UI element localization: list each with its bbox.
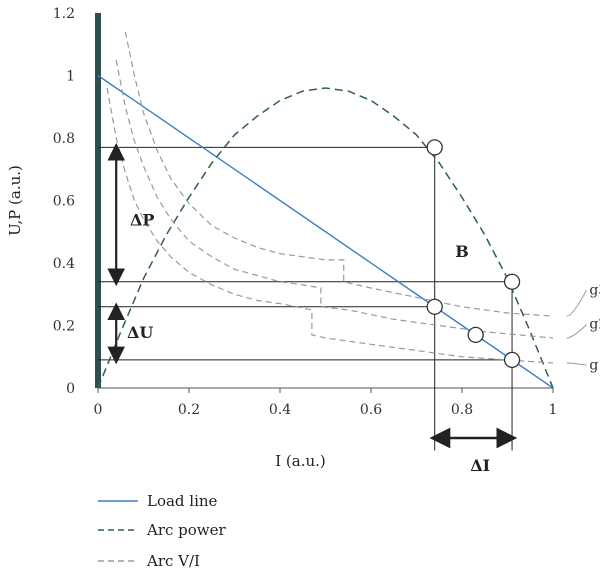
curve-label-g1: g1 xyxy=(589,357,600,373)
series-load-line xyxy=(97,74,554,389)
delta-u-label: ΔU xyxy=(127,323,153,342)
legend-label-arc-power: Arc power xyxy=(146,521,227,539)
point-b-label: B xyxy=(455,242,469,261)
y-tick-label: 1.2 xyxy=(53,6,75,22)
series-arc-vi-g1 xyxy=(106,87,554,364)
y-tick-label: 1 xyxy=(66,69,75,85)
y-tick-label: 0.6 xyxy=(53,194,75,210)
x-tick-label: 0.2 xyxy=(178,402,200,418)
intersection-point xyxy=(503,351,521,369)
intersection-point xyxy=(426,139,443,156)
y-axis-title: U,P (a.u.) xyxy=(6,165,24,236)
y-tick-label: 0.4 xyxy=(53,256,75,272)
x-tick-label: 0.6 xyxy=(360,402,382,418)
curve-label-g2: g2 xyxy=(589,317,600,333)
x-tick-label: 1 xyxy=(549,402,558,418)
intersection-point xyxy=(467,326,484,344)
intersection-point xyxy=(426,298,443,315)
series-arc-vi-g3 xyxy=(124,31,554,317)
x-tick-label: 0 xyxy=(94,402,103,418)
curve-label-g3: g3 xyxy=(589,282,600,298)
legend-label-arc-vi: Arc V/I xyxy=(146,552,200,570)
intersection-point xyxy=(503,273,521,290)
curve-label-leader xyxy=(566,324,587,339)
annotations: ΔP ΔU B ΔI xyxy=(107,142,518,475)
series-arc-power xyxy=(97,87,554,389)
x-tick-label: 0.4 xyxy=(269,402,291,418)
legend-label-load-line: Load line xyxy=(147,492,218,510)
y-axis-bar xyxy=(95,13,101,388)
axes: 0 0.2 0.4 0.6 0.8 1 0 0.2 0.4 0.6 0.8 1 1.2 I (a.u.) U… xyxy=(6,6,557,470)
delta-p-label: ΔP xyxy=(130,210,154,229)
series-arc-vi-g2 xyxy=(115,59,554,339)
legend: Load line Arc power Arc V/I xyxy=(98,492,227,570)
intersection-points xyxy=(426,139,521,369)
delta-i-label: ΔI xyxy=(470,456,490,475)
x-axis-title: I (a.u.) xyxy=(275,452,326,470)
series-group: g3 g2 g1 xyxy=(97,31,600,389)
curve-label-leader xyxy=(566,290,587,317)
curve-label-leader xyxy=(566,362,587,366)
y-tick-label: 0 xyxy=(66,381,75,397)
x-tick-label: 0.8 xyxy=(451,402,473,418)
y-tick-label: 0.2 xyxy=(53,319,75,335)
y-tick-label: 0.8 xyxy=(53,131,75,147)
